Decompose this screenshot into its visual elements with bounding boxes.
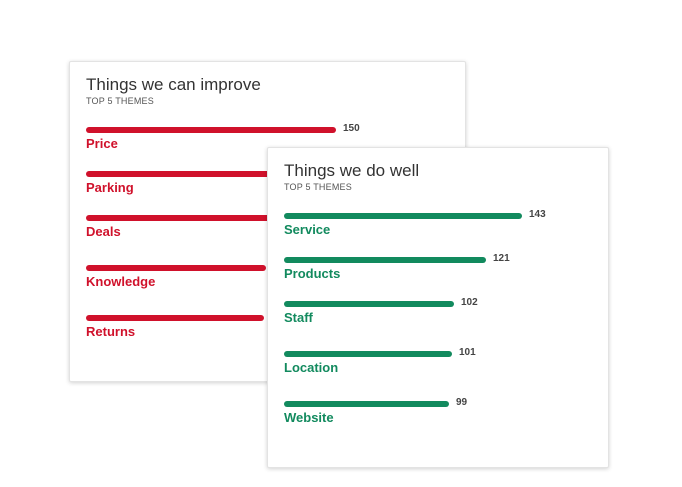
well-bar-label: Products [284, 266, 341, 281]
well-bar [284, 301, 454, 307]
well-bar [284, 213, 522, 219]
well-bar-value: 143 [529, 209, 546, 220]
improve-bar-label: Knowledge [86, 274, 156, 289]
improve-card-title: Things we can improve [86, 75, 261, 94]
well-bar-value: 101 [459, 347, 476, 358]
improve-bar [86, 315, 264, 321]
improve-bar [86, 127, 336, 133]
well-bar-value: 99 [456, 397, 468, 408]
improve-card-subtitle: TOP 5 THEMES [86, 96, 154, 106]
well-bar-value: 102 [461, 297, 478, 308]
well-bar [284, 257, 486, 263]
well-bar-label: Location [284, 360, 339, 375]
well-bar-value: 121 [493, 253, 510, 264]
well-card-title: Things we do well [284, 161, 420, 180]
well-card-subtitle: TOP 5 THEMES [284, 182, 352, 192]
improve-bar [86, 215, 273, 221]
improve-bar-label: Returns [86, 324, 136, 339]
well-card: Things we do well TOP 5 THEMES 143 Servic… [267, 147, 609, 468]
improve-bar-value: 150 [343, 123, 360, 134]
well-bar [284, 401, 449, 407]
improve-bar-label: Deals [86, 224, 121, 239]
well-bar-chart: 143 Service 121 Products 102 Staff 101 Location… [268, 148, 608, 467]
improve-bar [86, 171, 293, 177]
improve-bar-label: Parking [86, 180, 134, 195]
well-bar-label: Service [284, 222, 331, 237]
improve-bar-label: Price [86, 136, 118, 151]
well-bar [284, 351, 452, 357]
improve-bar [86, 265, 266, 271]
well-bar-label: Website [284, 410, 334, 425]
well-bar-label: Staff [284, 310, 313, 325]
